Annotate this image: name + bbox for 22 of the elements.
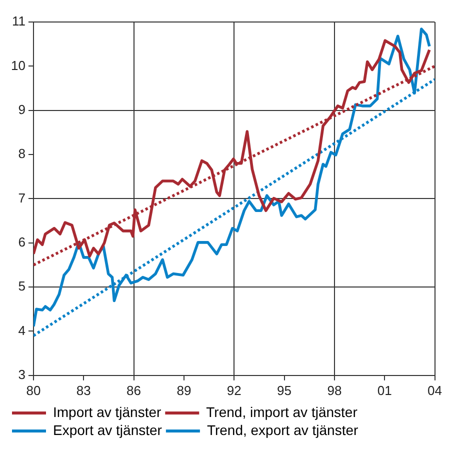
x-tick-label: 80: [26, 382, 41, 398]
y-tick-label: 10: [10, 58, 26, 73]
x-tick-label: 95: [277, 382, 292, 398]
y-tick-label: 6: [18, 234, 26, 250]
y-tick-label: 3: [18, 366, 26, 382]
y-tick-label: 5: [18, 278, 26, 294]
x-tick-label: 89: [176, 382, 192, 398]
y-tick-label: 8: [18, 146, 26, 162]
y-tick-label: 4: [18, 322, 26, 338]
legend-label: Import av tjänster: [53, 404, 162, 420]
legend-label: Trend, import av tjänster: [206, 404, 358, 420]
y-tick-label: 7: [18, 190, 26, 206]
x-tick-label: 86: [126, 382, 142, 398]
x-tick-label: 92: [226, 382, 242, 398]
legend-label: Export av tjänster: [53, 422, 162, 438]
x-tick-label: 98: [327, 382, 342, 398]
x-tick-label: 83: [76, 382, 91, 398]
y-tick-label: 11: [12, 14, 26, 29]
x-tick-label: 01: [377, 382, 392, 398]
x-tick-label: 04: [428, 382, 442, 398]
legend-label: Trend, export av tjänster: [206, 422, 358, 438]
y-tick-label: 9: [18, 102, 26, 117]
